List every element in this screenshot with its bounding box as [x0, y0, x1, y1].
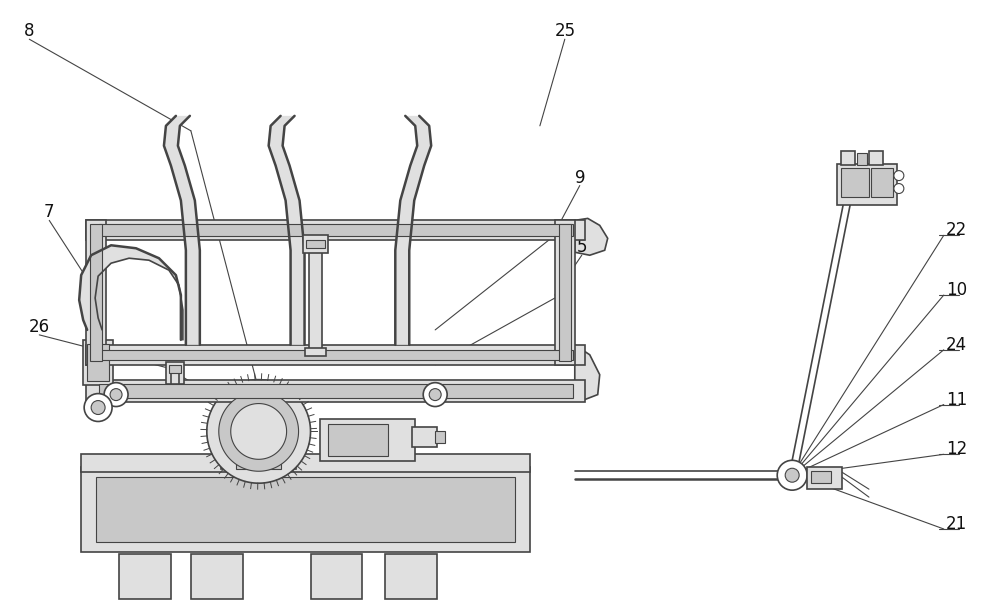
Bar	[808, 467, 842, 489]
Bar	[86, 221, 585, 240]
Bar	[412, 428, 437, 447]
Text: 12: 12	[946, 441, 967, 458]
Circle shape	[894, 183, 904, 194]
Text: 25: 25	[554, 22, 575, 40]
Text: 5: 5	[576, 238, 587, 256]
Bar	[320, 420, 415, 461]
Text: 9: 9	[574, 169, 585, 186]
Bar	[812, 471, 831, 483]
Text: 11: 11	[946, 390, 967, 409]
Circle shape	[894, 170, 904, 181]
Circle shape	[423, 382, 447, 406]
Bar	[869, 151, 883, 164]
Bar	[328, 425, 388, 456]
Polygon shape	[218, 392, 298, 471]
Text: 8: 8	[24, 22, 35, 40]
Circle shape	[110, 389, 122, 401]
Bar	[555, 221, 575, 365]
Circle shape	[84, 393, 112, 422]
Text: 21: 21	[946, 515, 967, 533]
Bar	[99, 384, 573, 398]
Bar	[90, 224, 102, 360]
Text: 24: 24	[946, 336, 967, 354]
Bar	[81, 455, 530, 472]
Bar	[220, 439, 295, 469]
Polygon shape	[206, 379, 310, 483]
Bar	[99, 224, 573, 236]
Bar	[559, 224, 571, 360]
Polygon shape	[79, 245, 182, 340]
Bar	[81, 467, 530, 552]
Polygon shape	[268, 116, 304, 345]
Bar	[308, 251, 322, 350]
Bar	[190, 554, 242, 599]
Bar	[435, 431, 445, 444]
Bar	[166, 362, 183, 384]
Polygon shape	[575, 345, 600, 400]
Bar	[837, 164, 897, 205]
Bar	[310, 554, 362, 599]
Bar	[86, 221, 106, 365]
Bar	[304, 348, 326, 356]
Bar	[841, 167, 869, 197]
Bar	[305, 240, 325, 248]
Circle shape	[429, 389, 441, 401]
Text: 22: 22	[946, 221, 967, 240]
Circle shape	[104, 382, 128, 406]
Bar	[385, 554, 437, 599]
Circle shape	[91, 401, 105, 414]
Bar	[119, 554, 170, 599]
Bar	[170, 371, 178, 384]
Polygon shape	[230, 403, 286, 459]
Bar	[86, 379, 585, 401]
Polygon shape	[575, 218, 608, 255]
Bar	[96, 477, 515, 542]
Bar	[857, 153, 867, 164]
Bar	[86, 345, 585, 365]
Bar	[168, 365, 180, 373]
Bar	[99, 350, 573, 360]
Circle shape	[778, 460, 808, 490]
Bar	[87, 344, 109, 381]
Text: 7: 7	[44, 203, 55, 221]
Bar	[871, 167, 893, 197]
Bar	[841, 151, 855, 164]
Text: 26: 26	[29, 318, 50, 336]
Bar	[302, 235, 328, 253]
Bar	[83, 340, 113, 385]
Polygon shape	[164, 116, 199, 345]
Circle shape	[786, 468, 800, 482]
Text: 10: 10	[946, 281, 967, 299]
Bar	[235, 449, 280, 469]
Polygon shape	[395, 116, 431, 345]
